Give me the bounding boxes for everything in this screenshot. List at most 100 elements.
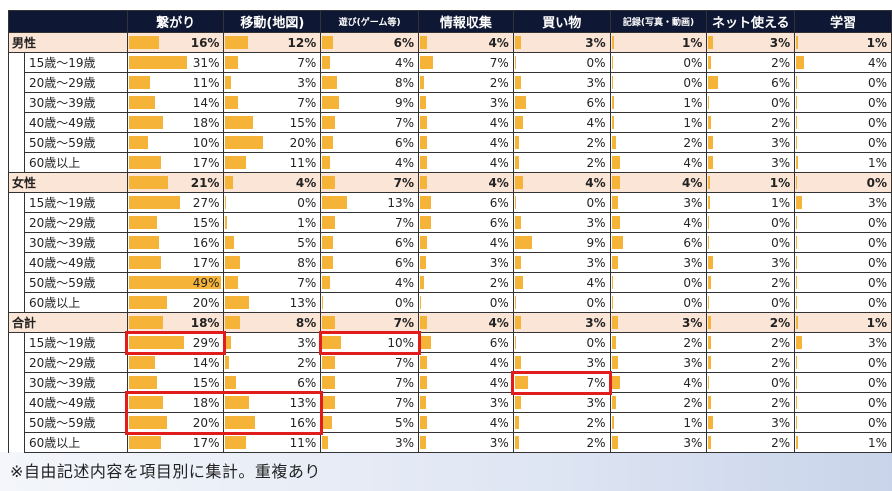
value-text: 4% <box>585 175 606 190</box>
value-text: 7% <box>395 355 415 370</box>
value-bar <box>796 356 798 369</box>
value-text: 3% <box>585 35 606 50</box>
indent-cell <box>8 392 25 413</box>
value-cell: 3% <box>512 212 611 233</box>
age-row: 60歳以上 17% 11% 4% 4% 2% 4% 3% 1% <box>8 152 892 173</box>
value-text: 3% <box>585 315 606 330</box>
value-cell: 2% <box>418 72 514 93</box>
value-text: 20% <box>289 135 317 150</box>
value-bar <box>796 296 798 309</box>
value-cell: 0% <box>706 92 796 113</box>
value-cell: 5% <box>320 412 420 433</box>
value-bar <box>225 236 235 249</box>
value-bar <box>322 436 329 449</box>
value-bar <box>514 76 521 89</box>
value-cell: 15% <box>223 112 322 133</box>
value-text: 14% <box>192 95 220 110</box>
value-cell: 7% <box>320 352 420 373</box>
value-cell: 3% <box>794 192 892 213</box>
age-label: 20歳～29歳 <box>23 212 128 233</box>
value-cell: 4% <box>418 232 514 253</box>
value-bar <box>420 96 427 109</box>
value-text: 3% <box>683 195 703 210</box>
value-cell: 5% <box>223 232 322 253</box>
indent-cell <box>8 352 25 373</box>
value-text: 4% <box>489 155 509 170</box>
age-row: 40歳～49歳 17% 8% 6% 3% 3% 3% 3% 0% <box>8 252 892 273</box>
value-cell: 7% <box>223 272 322 293</box>
value-text: 4% <box>295 175 317 190</box>
value-bar <box>128 156 161 169</box>
value-text: 20% <box>192 295 220 310</box>
value-bar <box>514 416 519 429</box>
value-text: 3% <box>395 435 415 450</box>
value-cell: 3% <box>418 252 514 273</box>
value-bar <box>225 36 249 49</box>
value-bar <box>420 156 428 169</box>
age-label: 15歳～19歳 <box>23 192 128 213</box>
value-bar <box>225 96 239 109</box>
value-text: 4% <box>488 35 509 50</box>
value-text: 2% <box>683 335 703 350</box>
value-text: 3% <box>489 95 509 110</box>
value-text: 2% <box>683 135 703 150</box>
value-cell: 6% <box>320 232 420 253</box>
value-cell: 2% <box>609 132 708 153</box>
value-bar <box>322 216 336 229</box>
value-cell: 2% <box>706 332 796 353</box>
value-text: 4% <box>489 135 509 150</box>
value-bar <box>514 376 528 389</box>
value-text: 2% <box>586 435 606 450</box>
value-bar <box>322 336 342 349</box>
value-text: 0% <box>586 195 606 210</box>
value-bar <box>322 96 340 109</box>
value-text: 29% <box>192 335 220 350</box>
group-total-cell: 1% <box>706 172 796 193</box>
value-cell: 4% <box>609 212 708 233</box>
value-bar <box>225 136 264 149</box>
value-cell: 0% <box>706 232 796 253</box>
value-bar <box>514 356 521 369</box>
value-bar <box>128 256 161 269</box>
age-label: 50歳～59歳 <box>23 272 128 293</box>
value-bar <box>420 336 432 349</box>
group-total-cell: 4% <box>418 32 514 53</box>
group-total-cell: 1% <box>609 32 708 53</box>
value-bar <box>225 356 230 369</box>
value-text: 6% <box>395 135 415 150</box>
age-label: 20歳～29歳 <box>23 72 128 93</box>
value-text: 1% <box>297 215 317 230</box>
value-text: 3% <box>867 335 887 350</box>
value-bar <box>225 156 247 169</box>
value-bar <box>225 256 241 269</box>
value-bar <box>708 436 712 449</box>
value-bar <box>796 276 798 289</box>
value-text: 6% <box>489 215 509 230</box>
value-text: 4% <box>488 175 509 190</box>
header-row: 繋がり 移動(地図) 遊び(ゲーム等) 情報収集 買い物 記録(写真・動画) ネ… <box>8 10 892 33</box>
value-cell: 16% <box>126 232 225 253</box>
value-bar <box>796 436 799 449</box>
value-bar <box>796 36 799 49</box>
age-label: 30歳～39歳 <box>23 232 128 253</box>
value-text: 3% <box>771 135 791 150</box>
footer-band <box>0 452 892 491</box>
value-bar <box>420 176 428 189</box>
indent-cell <box>8 52 25 73</box>
value-bar <box>128 356 155 369</box>
value-bar <box>322 176 336 189</box>
value-text: 0% <box>867 235 887 250</box>
value-bar <box>225 336 232 349</box>
value-bar <box>708 216 710 229</box>
value-cell: 1% <box>223 212 322 233</box>
value-bar <box>225 276 239 289</box>
value-cell: 6% <box>320 252 420 273</box>
value-text: 0% <box>867 415 887 430</box>
value-cell: 0% <box>794 232 892 253</box>
value-text: 15% <box>289 115 317 130</box>
value-bar <box>420 296 422 309</box>
value-bar <box>611 116 614 129</box>
value-text: 7% <box>297 275 317 290</box>
value-text: 5% <box>297 235 317 250</box>
value-text: 9% <box>586 235 606 250</box>
